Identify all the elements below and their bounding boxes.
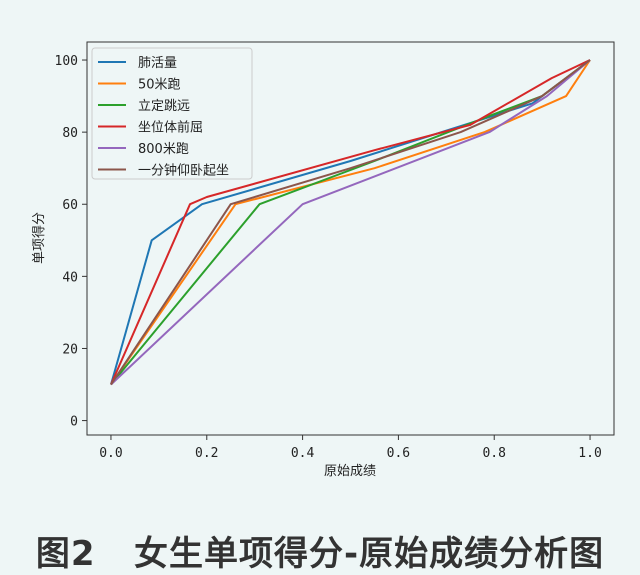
- y-tick-label: 80: [62, 126, 78, 141]
- y-axis-title: 单项得分: [31, 212, 47, 264]
- x-tick-label: 0.6: [387, 446, 410, 461]
- x-axis-title: 原始成绩: [324, 464, 376, 479]
- axis-ticks: 0.0 0.2 0.4 0.6 0.8 1.0 0 20 40 60 80 100: [55, 54, 602, 461]
- series-lines: [110, 59, 591, 386]
- legend-label-1: 肺活量: [138, 56, 177, 71]
- legend-label-2: 50米跑: [138, 78, 181, 93]
- legend-box: [91, 47, 253, 180]
- x-tick-label: 0.4: [291, 446, 315, 461]
- y-tick-label: 20: [62, 342, 78, 357]
- series-line-5: [110, 59, 591, 386]
- legend-label-5: 800米跑: [138, 142, 189, 157]
- series-line-4: [110, 59, 591, 385]
- series-line-6: [110, 59, 591, 386]
- figure-caption: 图2 女生单项得分-原始成绩分析图: [35, 534, 605, 574]
- series-line-2: [110, 59, 591, 386]
- legend-label-3: 立定跳远: [138, 99, 190, 114]
- y-tick-label: 40: [62, 270, 78, 285]
- y-tick-label: 0: [70, 415, 78, 430]
- y-tick-label: 60: [62, 198, 78, 213]
- x-tick-label: 0.2: [195, 446, 218, 461]
- chart: 0.0 0.2 0.4 0.6 0.8 1.0 0 20 40 60 80 100 原始成绩 单项得分…: [31, 41, 615, 479]
- x-tick-label: 0.8: [482, 446, 505, 461]
- legend-label-6: 一分钟仰卧起坐: [138, 163, 229, 179]
- legend-label-4: 坐位体前屈: [138, 120, 203, 136]
- x-tick-label: 1.0: [578, 446, 601, 461]
- x-tick-label: 0.0: [99, 446, 122, 461]
- y-tick-label: 100: [55, 54, 78, 69]
